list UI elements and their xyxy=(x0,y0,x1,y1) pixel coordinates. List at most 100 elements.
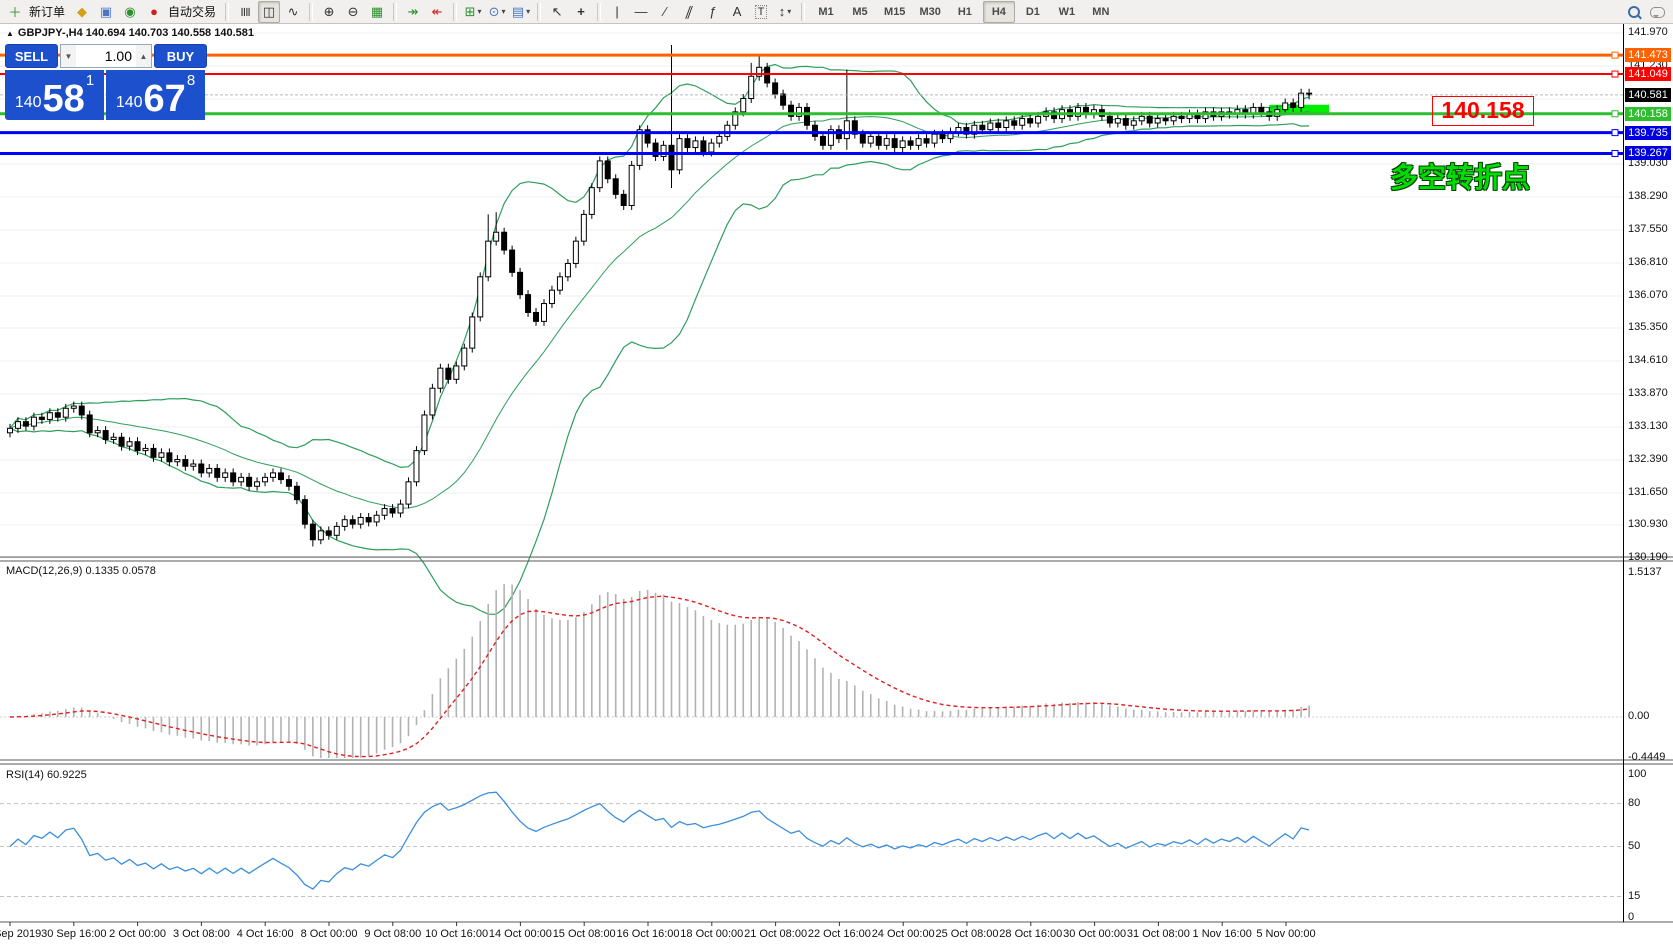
tab-h1[interactable]: H1 xyxy=(957,5,972,18)
vertical-line-button[interactable]: | xyxy=(606,1,628,23)
candlestick-button[interactable]: ◫ xyxy=(258,0,281,23)
time-label: 14 Oct 00:00 xyxy=(488,928,552,940)
autotrading-button[interactable]: ● xyxy=(143,1,165,23)
new-order-icon: ＋ xyxy=(8,5,22,20)
price-tick: 130.930 xyxy=(1628,518,1668,531)
signal-icon: ◉ xyxy=(124,3,136,19)
price-tick: 131.650 xyxy=(1628,485,1668,498)
symbol-ohlc-text: GBPJPY-,H4 140.694 140.703 140.558 140.5… xyxy=(17,27,254,39)
time-label: 31 Oct 08:00 xyxy=(1126,928,1190,940)
ask-big-digits: 67 xyxy=(143,78,186,120)
cursor-icon: ↖ xyxy=(551,3,563,19)
price-label-box[interactable]: 140.158 xyxy=(1432,96,1534,126)
window-icon: ▣ xyxy=(99,3,113,19)
collapse-arrow-icon[interactable]: ▲ xyxy=(6,29,14,38)
ask-quote-button[interactable]: 140 67 8 xyxy=(106,70,205,120)
horizontal-line-icon: — xyxy=(634,4,648,19)
price-tick: 136.810 xyxy=(1628,255,1668,268)
macd-tick: 1.5137 xyxy=(1628,566,1662,579)
zoom-in-icon: ⊕ xyxy=(323,3,335,19)
toolbar-separator xyxy=(801,2,806,21)
time-label: 1 Nov 16:00 xyxy=(1192,928,1252,940)
tab-d1[interactable]: D1 xyxy=(1025,5,1040,18)
sell-button[interactable]: SELL xyxy=(5,44,58,68)
tab-m30[interactable]: M30 xyxy=(919,5,941,18)
price-tick: 136.070 xyxy=(1628,288,1668,301)
signals-button[interactable]: ◉ xyxy=(119,1,141,23)
bar-chart-icon: ≣ xyxy=(238,6,254,17)
fibonacci-button[interactable]: ƒ xyxy=(702,1,724,23)
window-button[interactable]: ▣ xyxy=(95,1,117,23)
new-order-label[interactable]: 新订单 xyxy=(29,5,66,19)
buy-button[interactable]: BUY xyxy=(154,44,207,68)
arrows-icon: ↕ xyxy=(778,4,786,19)
crosshair-icon: + xyxy=(577,4,585,19)
search-icon[interactable] xyxy=(1628,6,1640,18)
bid-quote-button[interactable]: 140 58 1 xyxy=(5,70,104,120)
tile-windows-button[interactable]: ▦ xyxy=(366,1,388,23)
rsi-tick: 0 xyxy=(1628,911,1635,923)
zoom-out-button[interactable]: ⊖ xyxy=(342,1,364,23)
price-badge: 140.581 xyxy=(1625,87,1671,102)
volume-up-button[interactable]: ▲ xyxy=(136,45,151,67)
new-order-button[interactable]: ＋ xyxy=(4,1,26,23)
channel-button[interactable]: ∥ xyxy=(678,1,700,23)
arrows-button[interactable]: ↕ ▾ xyxy=(774,1,796,23)
text-button[interactable]: A xyxy=(726,1,748,23)
rsi-tick: 80 xyxy=(1628,796,1641,809)
fibonacci-icon: ƒ xyxy=(709,4,717,19)
time-label: 27 Sep 2019 xyxy=(0,928,42,940)
gold-button[interactable]: ◆ xyxy=(71,1,93,23)
price-tick: 137.550 xyxy=(1628,222,1668,235)
ask-prefix: 140 xyxy=(115,94,143,111)
bid-big-digits: 58 xyxy=(42,78,85,120)
templates-button[interactable]: ▤ ▾ xyxy=(510,1,532,23)
periods-button[interactable]: ⊙ ▾ xyxy=(486,1,508,23)
time-label: 22 Oct 16:00 xyxy=(807,928,871,940)
volume-down-button[interactable]: ▼ xyxy=(61,45,76,67)
bar-chart-button[interactable]: ≣ xyxy=(234,1,256,23)
chart-shift-button[interactable]: ↞ xyxy=(426,1,448,23)
text-label-button[interactable]: T xyxy=(750,1,772,23)
time-label: 9 Oct 08:00 xyxy=(364,928,422,940)
auto-scroll-button[interactable]: ↠ xyxy=(402,1,424,23)
template-icon: ▤ xyxy=(511,3,525,19)
trendline-button[interactable]: ∕ xyxy=(654,1,676,23)
price-badge: 140.158 xyxy=(1625,106,1671,121)
tab-m5[interactable]: M5 xyxy=(852,5,868,18)
tab-h4[interactable]: H4 xyxy=(982,0,1015,23)
text-label-icon: T xyxy=(754,4,768,19)
time-label: 30 Oct 00:00 xyxy=(1063,928,1127,940)
zoom-in-button[interactable]: ⊕ xyxy=(318,1,340,23)
time-label: 24 Oct 00:00 xyxy=(871,928,935,940)
tab-m1[interactable]: M1 xyxy=(818,5,834,18)
indicators-button[interactable]: ⊞ ▾ xyxy=(462,1,484,23)
price-tick: 132.390 xyxy=(1628,452,1668,465)
price-badge: 139.735 xyxy=(1625,125,1671,140)
price-badge: 141.473 xyxy=(1625,48,1671,63)
time-label: 3 Oct 08:00 xyxy=(172,928,230,940)
volume-input[interactable] xyxy=(76,45,136,67)
price-tick: 134.610 xyxy=(1628,354,1668,367)
chevron-down-icon: ▾ xyxy=(477,7,482,16)
toolbar: ＋ 新订单 ◆ ▣ ◉ ● 自动交易 ≣ ◫ ∿ ⊕ ⊖ ▦ ↠ ↞ ⊞ ▾ ⊙ ▾… xyxy=(0,0,1673,24)
text-icon: A xyxy=(732,4,742,19)
annotation-text[interactable]: 多空转折点 xyxy=(1390,162,1531,193)
tab-mn[interactable]: MN xyxy=(1092,5,1110,18)
line-chart-icon: ∿ xyxy=(287,3,299,19)
cursor-button[interactable]: ↖ xyxy=(546,1,568,23)
price-tick: 130.190 xyxy=(1628,551,1668,564)
crosshair-button[interactable]: + xyxy=(570,1,592,23)
price-tick: 141.970 xyxy=(1628,26,1668,38)
chat-icon[interactable] xyxy=(1650,6,1665,18)
autotrading-label[interactable]: 自动交易 xyxy=(168,5,217,19)
tab-w1[interactable]: W1 xyxy=(1058,5,1076,18)
chevron-down-icon: ▾ xyxy=(526,7,531,16)
auto-scroll-icon: ↠ xyxy=(407,3,419,19)
tab-m15[interactable]: M15 xyxy=(884,5,906,18)
rsi-tick: 100 xyxy=(1628,768,1647,780)
line-chart-button[interactable]: ∿ xyxy=(282,1,304,23)
chevron-down-icon: ▾ xyxy=(501,7,506,16)
horizontal-line-button[interactable]: — xyxy=(630,1,652,23)
